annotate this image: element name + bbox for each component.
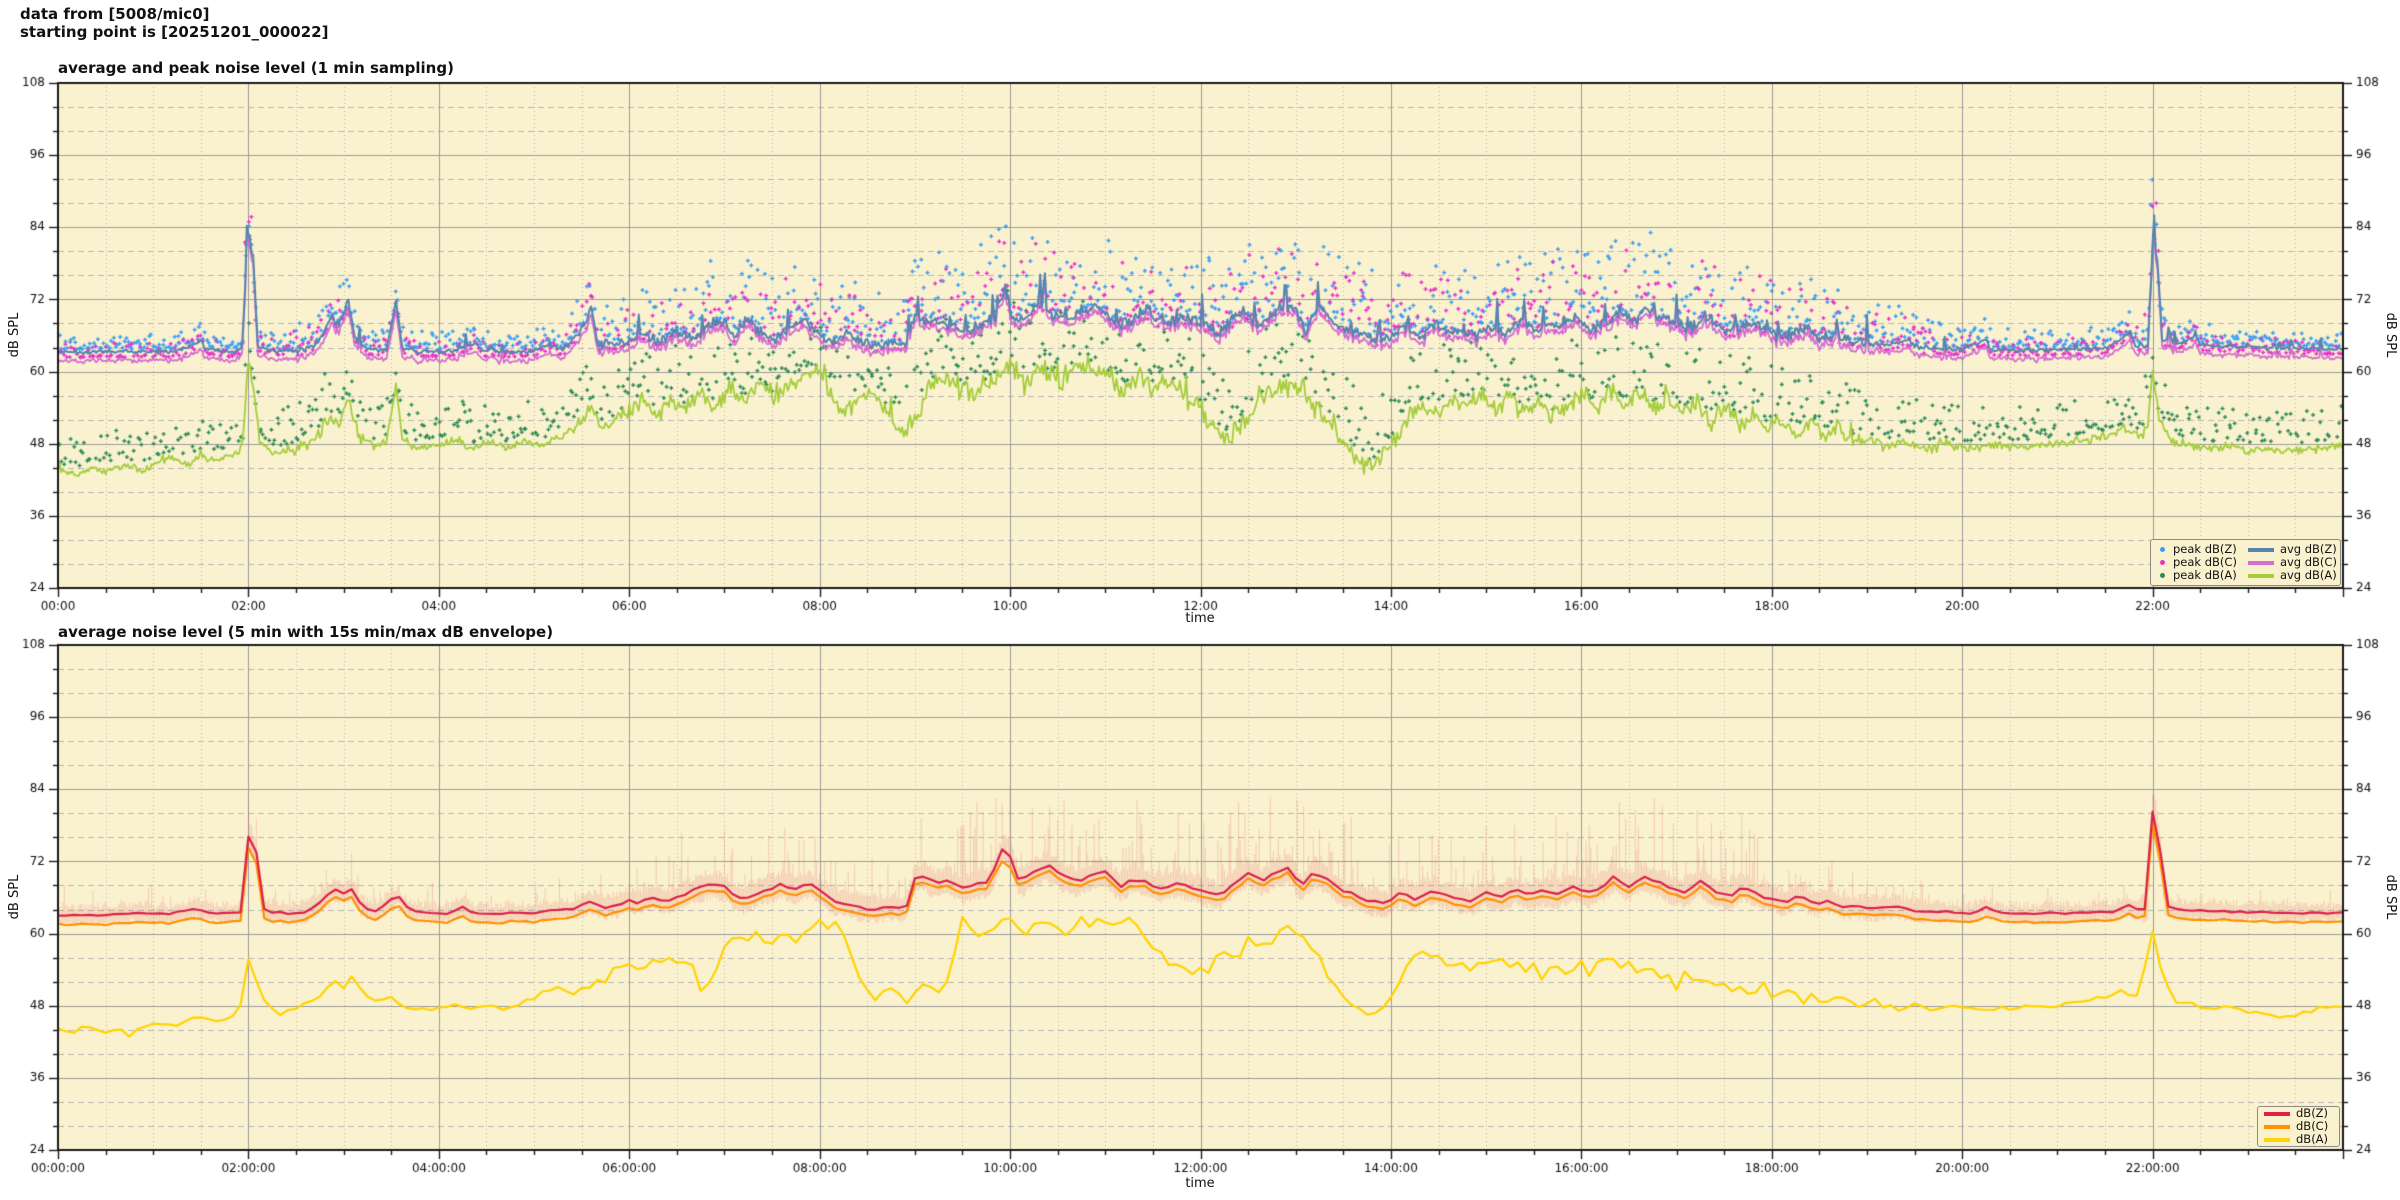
top-chart-legend: peak dB(Z) peak dB(C) peak dB(A) avg dB(…	[2150, 539, 2341, 586]
bottom-chart-title: average noise level (5 min with 15s min/…	[58, 623, 554, 641]
dbz-swatch	[2264, 1111, 2290, 1116]
top-chart-xlabel: time	[1185, 611, 1215, 626]
legend-item-peak-dba: peak dB(A)	[2160, 569, 2237, 582]
legend-item-dbc: dB(C)	[2264, 1120, 2328, 1133]
legend-item-peak-dbz: peak dB(Z)	[2160, 543, 2237, 556]
top-chart-ylabel-left: dB SPL	[6, 312, 22, 358]
avg-dbz-swatch	[2247, 547, 2274, 552]
bottom-chart-ylabel-right: dB SPL	[2383, 874, 2399, 920]
legend-item-avg-dbz: avg dB(Z)	[2247, 543, 2337, 556]
header-line1: data from [5008/mic0]	[20, 5, 210, 23]
dbc-swatch	[2264, 1124, 2290, 1129]
legend-item-dba: dB(A)	[2264, 1133, 2328, 1146]
top-chart-title: average and peak noise level (1 min samp…	[58, 59, 454, 77]
avg-dba-swatch	[2247, 573, 2274, 578]
legend-item-avg-dba: avg dB(A)	[2247, 569, 2337, 582]
bottom-chart-xlabel: time	[1185, 1176, 1215, 1191]
avg-dbc-swatch	[2247, 560, 2274, 565]
dba-swatch	[2264, 1137, 2290, 1142]
bottom-chart-legend: dB(Z) dB(C) dB(A)	[2257, 1106, 2340, 1147]
peak-dbz-marker	[2160, 547, 2165, 552]
legend-item-peak-dbc: peak dB(C)	[2160, 556, 2237, 569]
peak-dba-marker	[2160, 573, 2165, 578]
legend-item-avg-dbc: avg dB(C)	[2247, 556, 2337, 569]
peak-dbc-marker	[2160, 560, 2165, 565]
top-chart-ylabel-right: dB SPL	[2383, 312, 2399, 358]
header-line2: starting point is [20251201_000022]	[20, 23, 329, 41]
bottom-chart-ylabel-left: dB SPL	[6, 874, 22, 920]
legend-item-dbz: dB(Z)	[2264, 1107, 2328, 1120]
